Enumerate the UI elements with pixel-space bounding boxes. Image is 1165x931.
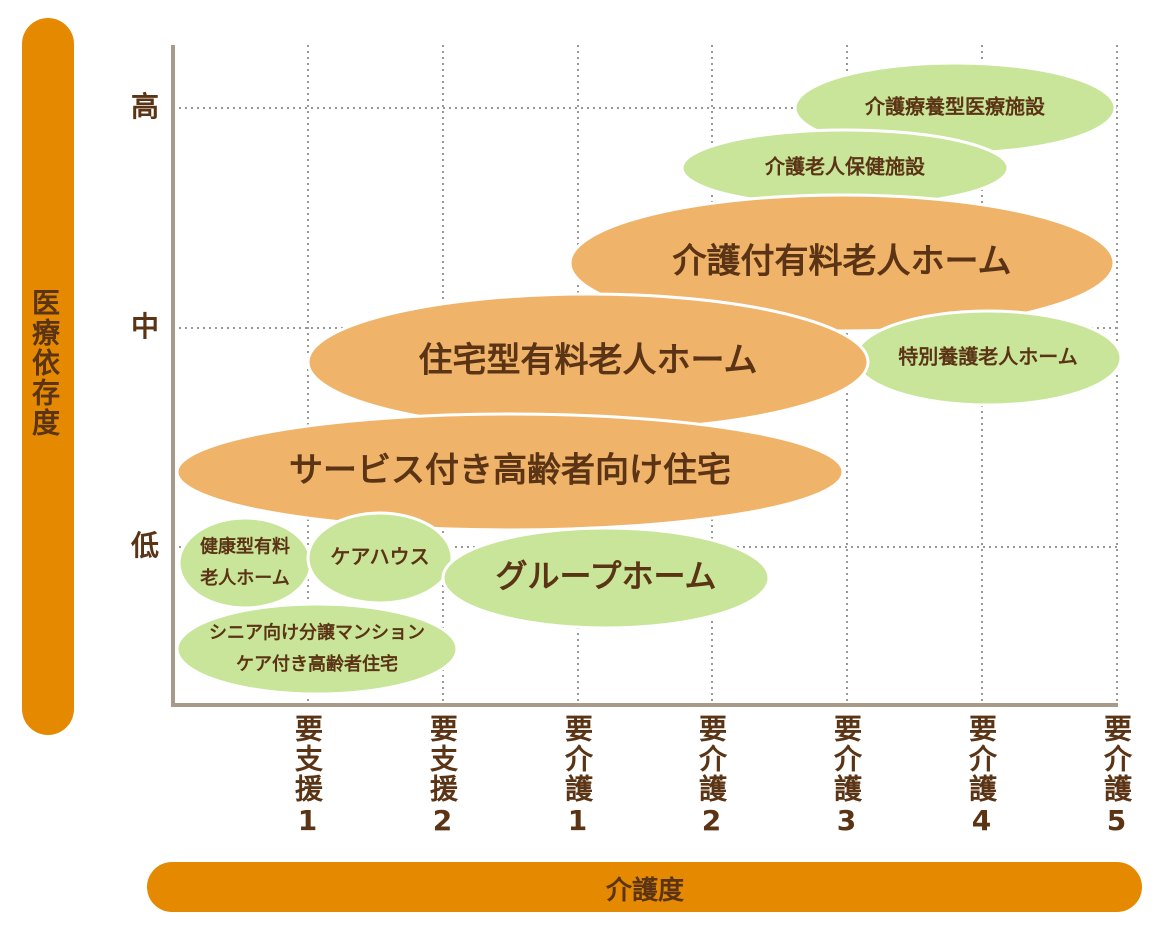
node-label: 介護療養型医療施設 xyxy=(864,95,1046,119)
y-label: 高 xyxy=(131,90,159,123)
node-shape xyxy=(441,526,771,630)
x-label: 要介護1 xyxy=(561,714,594,839)
node-label: グループホーム xyxy=(495,557,716,595)
x-axis-pill xyxy=(147,862,1142,912)
node-label: 住宅型有料老人ホーム xyxy=(419,341,758,381)
node-label: 健康型有料 xyxy=(200,535,290,557)
node-label: サービス付き高齢者向け住宅 xyxy=(289,451,731,491)
x-label: 要介護5 xyxy=(1100,714,1133,839)
node-label: ケア付き高齢者住宅 xyxy=(236,653,398,675)
y-axis-title: 医療依存度 xyxy=(28,288,61,438)
node-label: 介護付有料老人ホーム xyxy=(673,242,1012,282)
node-shape xyxy=(177,516,313,610)
node-label: シニア向け分譲マンション xyxy=(209,621,425,643)
x-label: 要介護2 xyxy=(695,714,728,839)
x-label: 要介護3 xyxy=(830,714,863,839)
node-shape xyxy=(306,511,454,605)
node-shape xyxy=(568,193,1116,333)
node-label: 特別養護老人ホーム xyxy=(898,345,1077,369)
x-axis-title: 介護度 xyxy=(605,876,684,906)
node-shape xyxy=(175,412,845,532)
node-label: ケアハウス xyxy=(330,545,429,569)
x-label: 要支援1 xyxy=(291,714,324,839)
node-shape xyxy=(175,602,459,696)
x-label: 要介護4 xyxy=(965,714,998,839)
y-axis-pill xyxy=(22,18,74,735)
node-label: 老人ホーム xyxy=(200,567,289,589)
node-label: 介護老人保健施設 xyxy=(764,155,926,179)
x-label: 要支援2 xyxy=(426,714,459,839)
y-label: 中 xyxy=(131,310,159,343)
y-label: 低 xyxy=(130,529,159,562)
